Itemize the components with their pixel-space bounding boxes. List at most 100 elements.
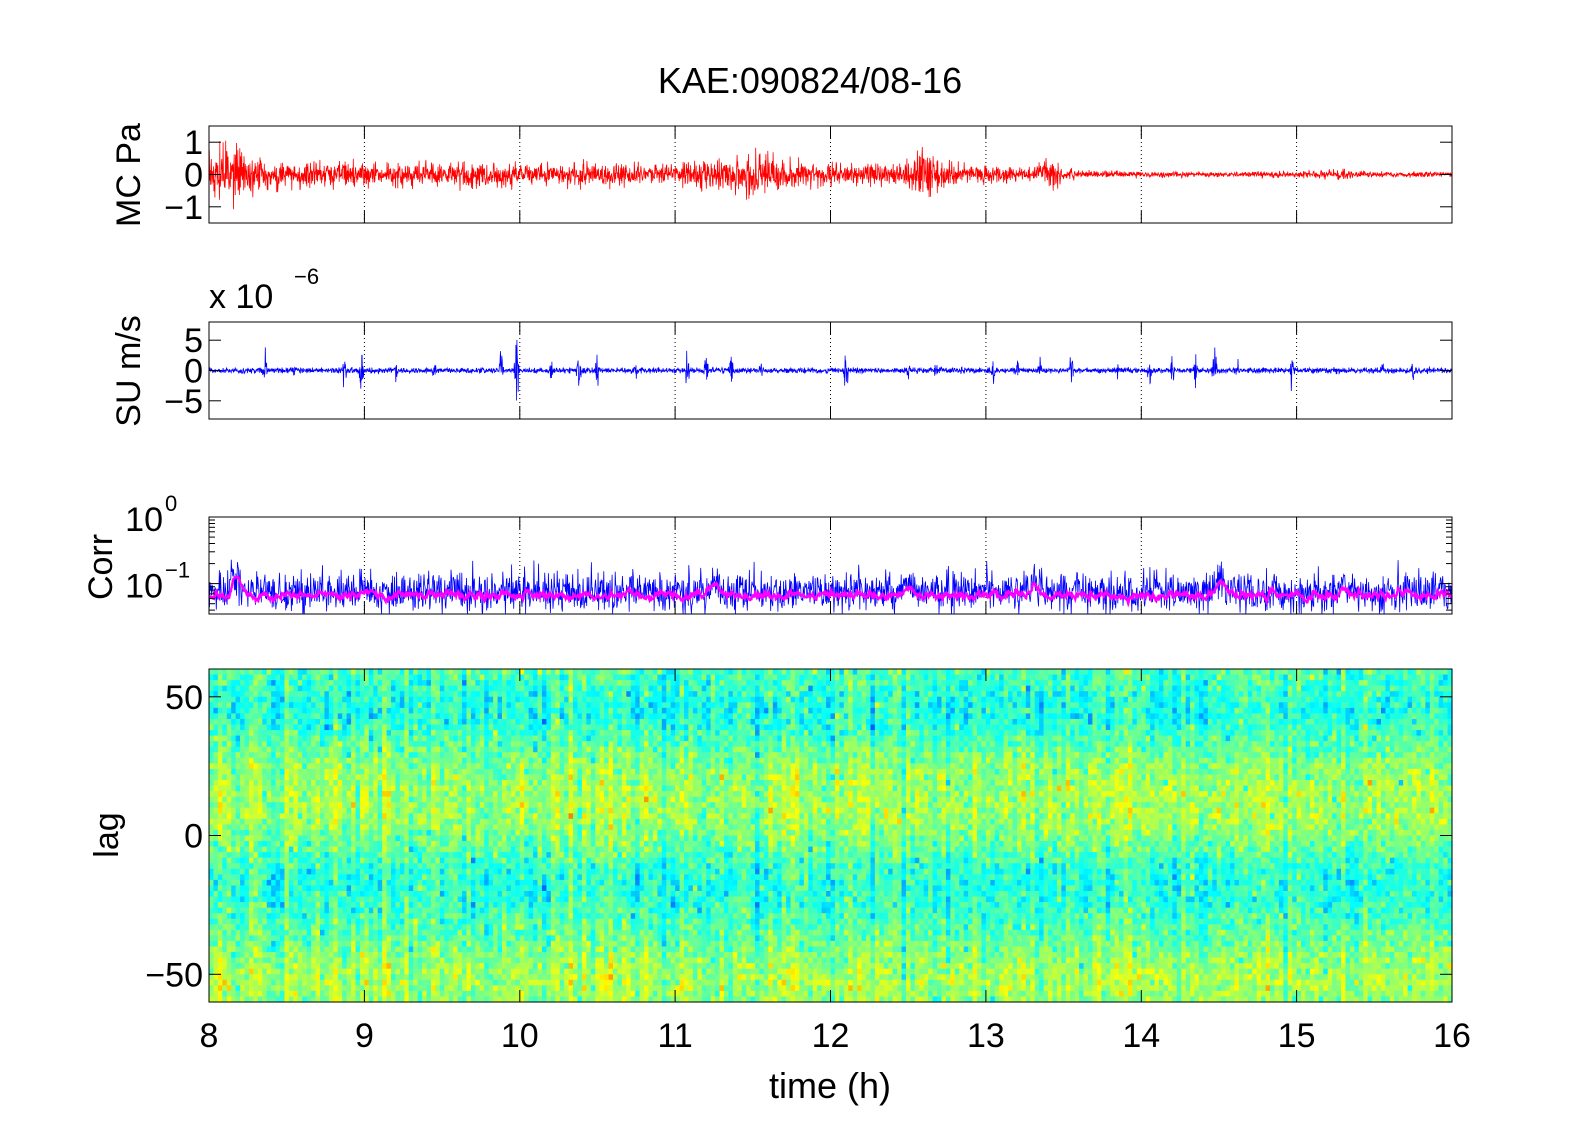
heatmap-cell xyxy=(781,724,787,731)
heatmap-cell xyxy=(879,713,885,720)
heatmap-cell xyxy=(555,669,561,676)
heatmap-cell xyxy=(1105,696,1111,703)
heatmap-cell xyxy=(759,707,765,714)
heatmap-cell xyxy=(1105,718,1111,726)
heatmap-cell xyxy=(688,685,694,692)
heatmap-cell xyxy=(550,674,556,681)
heatmap-cell xyxy=(670,757,676,764)
heatmap-cell xyxy=(306,669,312,676)
heatmap-cell xyxy=(994,674,1000,681)
heatmap-cell xyxy=(1407,735,1413,742)
heatmap-cell xyxy=(604,752,610,759)
heatmap-cell xyxy=(1318,707,1324,714)
heatmap-cell xyxy=(1301,746,1307,753)
heatmap-cell xyxy=(1354,674,1360,681)
heatmap-cell xyxy=(1438,730,1444,737)
heatmap-cell xyxy=(1070,696,1076,703)
heatmap-cell xyxy=(830,730,836,737)
heatmap-cell xyxy=(333,680,339,687)
heatmap-cell xyxy=(719,680,725,687)
heatmap-cell xyxy=(715,685,721,692)
heatmap-cell xyxy=(977,669,983,676)
heatmap-cell xyxy=(404,680,410,687)
heatmap-cell xyxy=(790,724,796,731)
heatmap-cell xyxy=(1105,685,1111,692)
heatmap-cell xyxy=(564,669,570,676)
heatmap-cell xyxy=(1141,685,1147,692)
heatmap-cell xyxy=(1434,691,1440,698)
heatmap-cell xyxy=(1429,746,1435,753)
heatmap-cell xyxy=(280,707,286,714)
heatmap-cell xyxy=(732,752,738,759)
heatmap-cell xyxy=(1132,707,1138,714)
heatmap-cell xyxy=(1438,707,1444,714)
heatmap-cell xyxy=(1309,724,1315,731)
heatmap-cell xyxy=(568,702,574,709)
heatmap-cell xyxy=(280,741,286,748)
heatmap-cell xyxy=(1003,680,1009,687)
heatmap-cell xyxy=(1172,718,1178,726)
heatmap-cell xyxy=(408,763,414,770)
heatmap-cell xyxy=(732,741,738,748)
su-ylabel: SU m/s xyxy=(110,315,148,426)
heatmap-cell xyxy=(470,685,476,692)
heatmap-cell xyxy=(302,752,308,759)
heatmap-cell xyxy=(670,680,676,687)
heatmap-cell xyxy=(839,702,845,709)
heatmap-cell xyxy=(772,724,778,731)
heatmap-cell xyxy=(284,713,290,720)
heatmap-cell xyxy=(493,741,499,748)
heatmap-cell xyxy=(351,752,357,759)
heatmap-cell xyxy=(1092,669,1098,676)
heatmap-cell xyxy=(484,696,490,703)
heatmap-cell xyxy=(1345,746,1351,753)
y-tick-label: 0 xyxy=(184,157,203,195)
heatmap-cell xyxy=(404,707,410,714)
heatmap-cell xyxy=(213,685,219,692)
heatmap-cell xyxy=(870,691,876,698)
heatmap-cell xyxy=(1327,735,1333,742)
heatmap-cell xyxy=(324,730,330,737)
heatmap-cell xyxy=(1127,669,1133,676)
heatmap-cell xyxy=(1119,680,1125,687)
heatmap-cell xyxy=(484,757,490,764)
heatmap-cell xyxy=(919,674,925,681)
heatmap-cell xyxy=(1403,707,1409,714)
heatmap-cell xyxy=(1021,680,1027,687)
heatmap-cell xyxy=(590,680,596,687)
heatmap-cell xyxy=(968,741,974,748)
heatmap-cell xyxy=(1141,752,1147,759)
heatmap-cell xyxy=(217,746,223,753)
heatmap-cell xyxy=(1358,685,1364,692)
heatmap-cell xyxy=(271,746,277,753)
heatmap-cell xyxy=(648,724,654,731)
heatmap-cell xyxy=(1096,707,1102,714)
heatmap-cell xyxy=(501,757,508,764)
heatmap-cell xyxy=(1429,685,1435,692)
heatmap-cell xyxy=(1336,691,1342,698)
heatmap-cell xyxy=(945,730,951,737)
heatmap-cell xyxy=(213,691,219,698)
heatmap-cell xyxy=(1256,685,1262,692)
heatmap-cell xyxy=(768,674,774,681)
heatmap-cell xyxy=(386,707,392,714)
heatmap-cell xyxy=(546,680,552,687)
heatmap-cell xyxy=(746,730,752,737)
heatmap-cell xyxy=(448,718,454,726)
heatmap-cell xyxy=(852,735,858,742)
heatmap-cell xyxy=(337,702,343,709)
heatmap-cell xyxy=(1056,707,1062,714)
heatmap-cell xyxy=(794,691,801,698)
heatmap-cell xyxy=(288,746,294,753)
heatmap-cell xyxy=(1274,718,1280,726)
heatmap-cell xyxy=(945,735,951,742)
heatmap-cell xyxy=(417,735,423,742)
heatmap-cell xyxy=(905,724,912,731)
heatmap-cell xyxy=(422,674,428,681)
y-tick-label-base: 10 xyxy=(125,501,163,539)
heatmap-cell xyxy=(1123,685,1129,692)
heatmap-cell xyxy=(444,713,450,720)
heatmap-cell xyxy=(728,741,734,748)
heatmap-cell xyxy=(417,730,423,737)
heatmap-cell xyxy=(1163,757,1169,764)
